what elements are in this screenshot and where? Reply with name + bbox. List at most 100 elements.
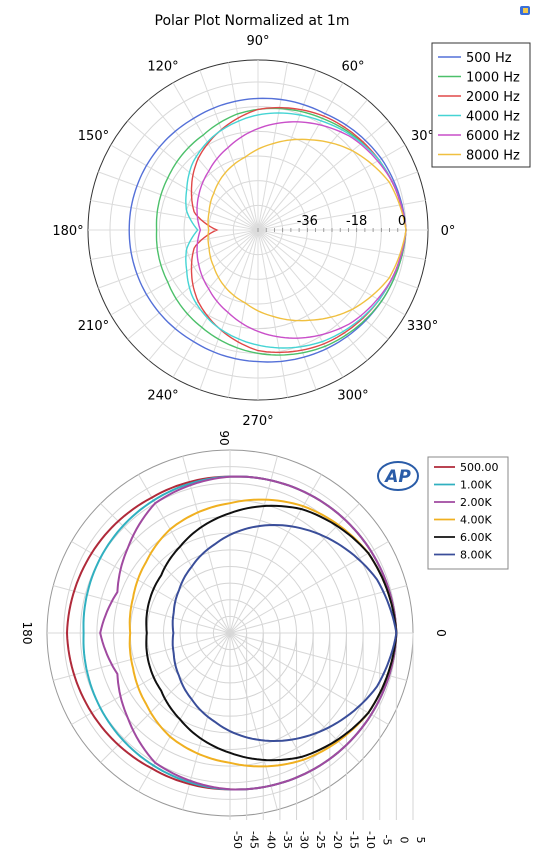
angle-label: 0° bbox=[441, 224, 456, 239]
radial-tick-label: -18 bbox=[346, 214, 367, 229]
series-line-2000-hz bbox=[190, 106, 407, 354]
grid-spoke bbox=[257, 199, 426, 231]
radial-tick-label: -35 bbox=[281, 831, 294, 849]
top-legend: 500 Hz 1000 Hz 2000 Hz 4000 Hz 6000 Hz 8000 H… bbox=[431, 42, 531, 168]
angle-label: 180 bbox=[20, 622, 34, 645]
legend-label: 8000 Hz bbox=[466, 149, 520, 164]
radial-tick-label: -45 bbox=[248, 831, 261, 849]
grid-spoke bbox=[229, 474, 322, 634]
radial-tick-label: 0 bbox=[398, 214, 406, 229]
grid-spoke bbox=[110, 229, 259, 316]
grid-spoke bbox=[110, 144, 259, 231]
series-line-2-00k bbox=[99, 475, 398, 791]
radial-tick-label: 5 bbox=[414, 837, 427, 844]
grid-spoke bbox=[257, 229, 289, 398]
angle-label: 30° bbox=[411, 129, 434, 144]
angle-label: 120° bbox=[147, 59, 178, 74]
grid-spoke bbox=[229, 541, 389, 634]
bottom-polar-grid bbox=[46, 449, 414, 820]
grid-spoke bbox=[148, 99, 259, 231]
chart-title: Polar Plot Normalized at 1m bbox=[155, 13, 350, 29]
grid-spoke bbox=[257, 229, 418, 289]
radial-tick-label: -36 bbox=[297, 214, 318, 229]
angle-label: 270° bbox=[242, 414, 273, 429]
grid-spoke bbox=[90, 229, 259, 261]
angle-label: 330° bbox=[407, 319, 438, 334]
top-polar-grid bbox=[87, 59, 429, 401]
top-angle-labels: -36 -18 0 0° 30° 60° 90° 120° 150° 180° 210° 240° 27… bbox=[52, 34, 455, 429]
grid-spoke bbox=[90, 199, 259, 231]
radial-tick-label: -5 bbox=[381, 835, 394, 846]
legend-label: 6.00K bbox=[460, 531, 492, 544]
grid-spoke bbox=[227, 229, 259, 398]
radial-tick-label: -40 bbox=[264, 831, 277, 849]
grid-spoke bbox=[53, 632, 231, 681]
legend-label: 2.00K bbox=[460, 496, 492, 509]
angle-label: 0 bbox=[434, 629, 448, 637]
angle-label: 300° bbox=[337, 389, 368, 404]
grid-spoke bbox=[257, 120, 389, 231]
series-line-1000-hz bbox=[155, 107, 407, 356]
grid-spoke bbox=[172, 82, 259, 231]
angle-label: 180° bbox=[52, 224, 83, 239]
grid-spoke bbox=[98, 171, 259, 231]
grid-spoke bbox=[257, 229, 344, 378]
grid-spoke bbox=[71, 541, 231, 634]
series-line-6000-hz bbox=[196, 121, 407, 339]
series-line-8000-hz bbox=[207, 138, 407, 322]
grid-spoke bbox=[229, 503, 360, 634]
grid-spoke bbox=[257, 229, 317, 390]
window-corner-icon[interactable] bbox=[520, 6, 530, 15]
top-polar-chart: Polar Plot Normalized at 1m -36 -18 0 0° 30°… bbox=[52, 13, 531, 429]
bottom-series-group bbox=[65, 475, 398, 791]
grid-spoke bbox=[257, 171, 418, 231]
radial-tick-label: -50 bbox=[231, 831, 244, 849]
top-series-group bbox=[128, 97, 407, 363]
grid-spoke bbox=[229, 632, 322, 792]
legend-box bbox=[431, 42, 531, 168]
grid-spoke bbox=[257, 62, 289, 231]
radial-tick-label: -30 bbox=[298, 831, 311, 849]
ap-logo-text: AP bbox=[383, 467, 411, 487]
grid-spoke bbox=[229, 632, 407, 681]
grid-spoke bbox=[229, 456, 278, 634]
angle-label: 150° bbox=[78, 129, 109, 144]
series-line-8-00k bbox=[171, 523, 398, 743]
grid-spoke bbox=[257, 229, 389, 340]
grid-spoke bbox=[229, 585, 407, 634]
grid-spoke bbox=[257, 229, 368, 361]
grid-spoke bbox=[257, 144, 406, 231]
radial-tick-label: -25 bbox=[314, 831, 327, 849]
grid-spoke bbox=[257, 229, 426, 261]
grid-spoke bbox=[199, 70, 259, 231]
grid-spoke bbox=[257, 99, 368, 231]
grid-spoke bbox=[172, 229, 259, 378]
grid-spoke bbox=[257, 82, 344, 231]
legend-label: 500.00 bbox=[460, 461, 499, 474]
radial-tick-label: -20 bbox=[331, 831, 344, 849]
radial-tick-label: -15 bbox=[347, 831, 360, 849]
radial-tick-label: 0 bbox=[397, 837, 410, 844]
grid-spoke bbox=[227, 62, 259, 231]
grid-spoke bbox=[257, 229, 406, 316]
angle-label: 90° bbox=[246, 34, 269, 49]
grid-spoke bbox=[98, 229, 259, 289]
angle-label: 210° bbox=[78, 319, 109, 334]
radial-tick-label: -10 bbox=[364, 831, 377, 849]
legend-label: 4000 Hz bbox=[466, 110, 520, 125]
angle-label: 240° bbox=[147, 389, 178, 404]
series-line-500-hz bbox=[128, 97, 407, 363]
grid-spoke bbox=[199, 229, 259, 390]
grid-spoke bbox=[257, 70, 317, 231]
legend-label: 1.00K bbox=[460, 479, 492, 492]
legend-label: 2000 Hz bbox=[466, 90, 520, 105]
series-line-4000-hz bbox=[185, 112, 407, 349]
legend-label: 6000 Hz bbox=[466, 129, 520, 144]
legend-label: 4.00K bbox=[460, 514, 492, 527]
series-line-4-00k bbox=[128, 498, 398, 768]
angle-label: 90 bbox=[217, 430, 231, 445]
grid-spoke bbox=[71, 632, 231, 725]
angle-label: 60° bbox=[341, 59, 364, 74]
